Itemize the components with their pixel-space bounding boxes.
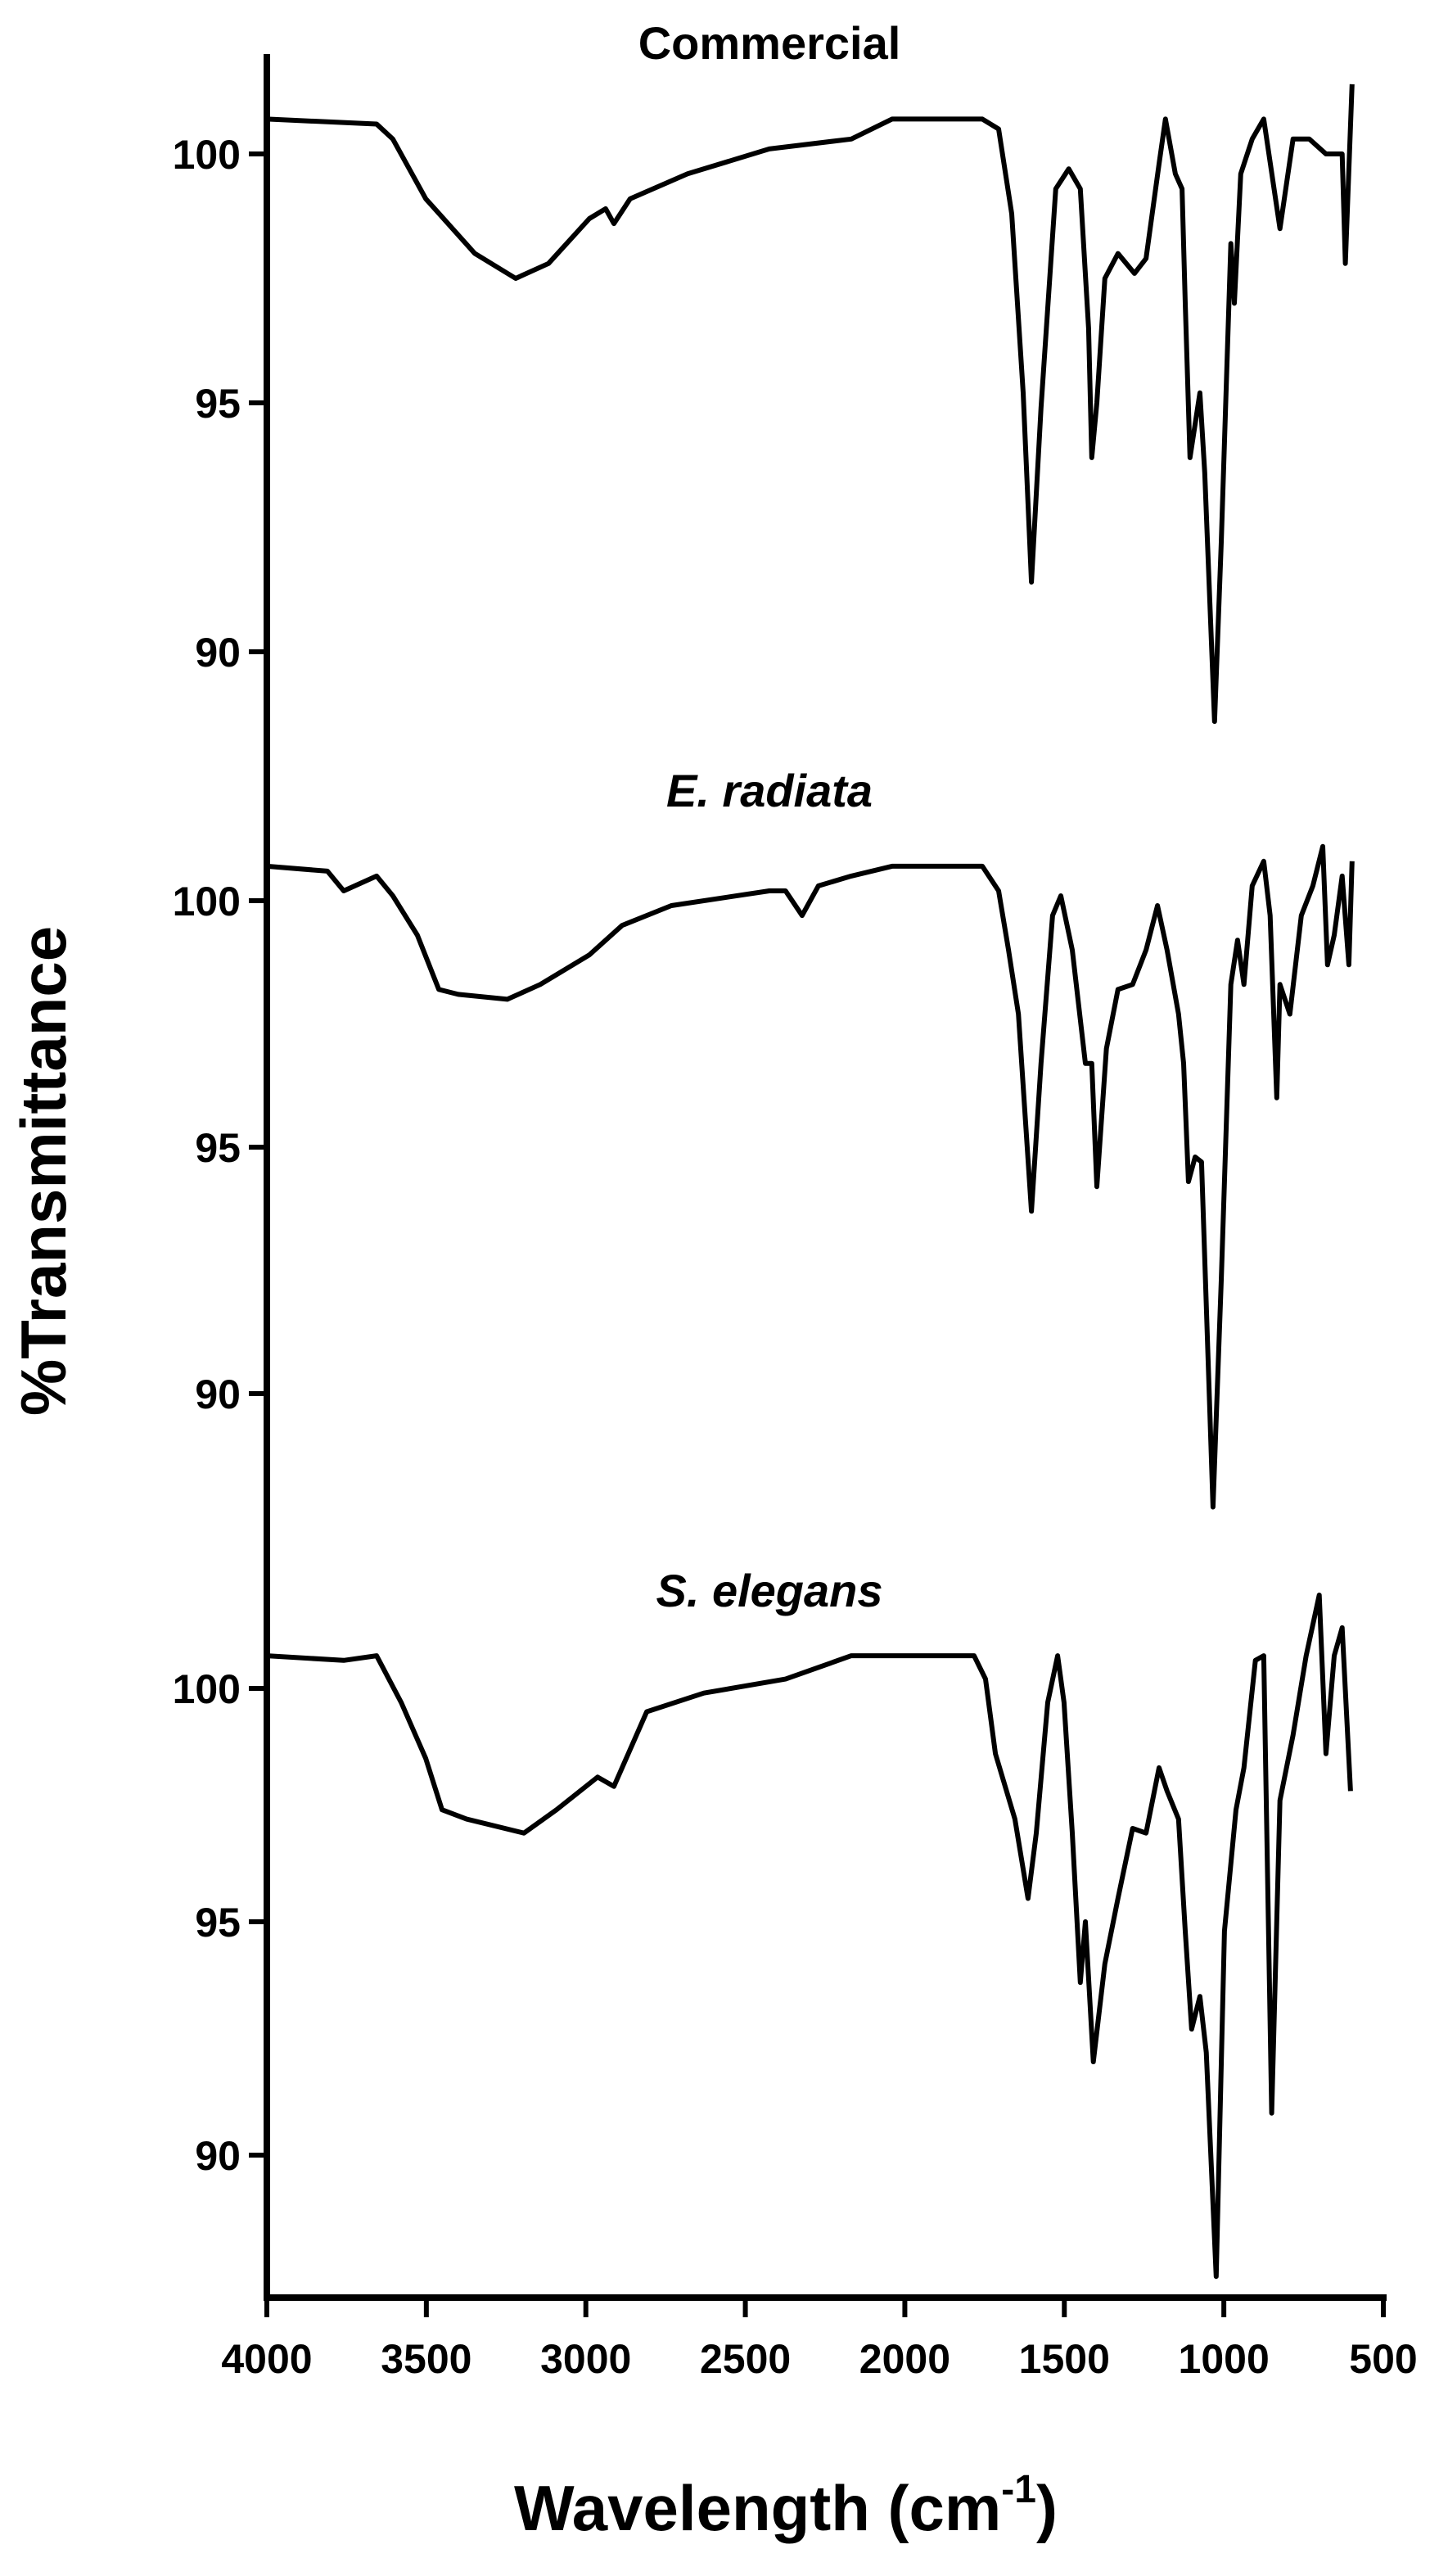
spectrum-line: [266, 843, 1355, 1510]
y-tick-label: 90: [195, 630, 241, 676]
y-tick-label: 100: [173, 1666, 241, 1712]
y-axis-title: %Transmittance: [7, 926, 79, 1416]
panel-title: S. elegans: [656, 1565, 882, 1616]
y-tick-label: 90: [195, 2133, 241, 2179]
y-tick-label: 95: [195, 1900, 241, 1946]
x-tick-label: 3000: [540, 2336, 631, 2382]
panel-commercial: 100 95 90 Commercial: [173, 17, 1355, 725]
panel-e-radiata: 100 95 90 E. radiata: [173, 765, 1355, 1510]
y-tick-label: 100: [173, 879, 241, 924]
y-tick-label: 95: [195, 381, 241, 427]
x-axis: 4000 3500 3000 2500 2000 1500 1000 500: [221, 2294, 1418, 2382]
x-tick-label: 1500: [1019, 2336, 1110, 2382]
spectra-panels: 100 95 90 Commercial 100 95 90 E. radiata 100 95 9…: [173, 17, 1355, 2280]
y-tick-label: 95: [195, 1125, 241, 1171]
x-axis-title: Wavelength (cm-1): [514, 2468, 1058, 2544]
x-tick-label: 3500: [381, 2336, 471, 2382]
panel-s-elegans: 100 95 90 S. elegans: [173, 1565, 1353, 2280]
x-tick-label: 500: [1349, 2336, 1417, 2382]
x-axis-title-main: Wavelength (cm: [514, 2472, 1001, 2544]
panel-title: E. radiata: [666, 765, 873, 816]
x-tick-label: 1000: [1179, 2336, 1270, 2382]
x-axis-title-superscript: -1: [1001, 2468, 1036, 2511]
x-tick-label: 2500: [700, 2336, 791, 2382]
x-axis-title-close: ): [1036, 2472, 1058, 2544]
panel-title: Commercial: [638, 17, 901, 69]
spectrum-line: [266, 84, 1355, 725]
y-tick-label: 100: [173, 132, 241, 178]
y-tick-label: 90: [195, 1372, 241, 1417]
x-tick-label: 4000: [221, 2336, 312, 2382]
x-tick-label: 2000: [859, 2336, 950, 2382]
spectrum-line: [266, 1593, 1353, 2280]
